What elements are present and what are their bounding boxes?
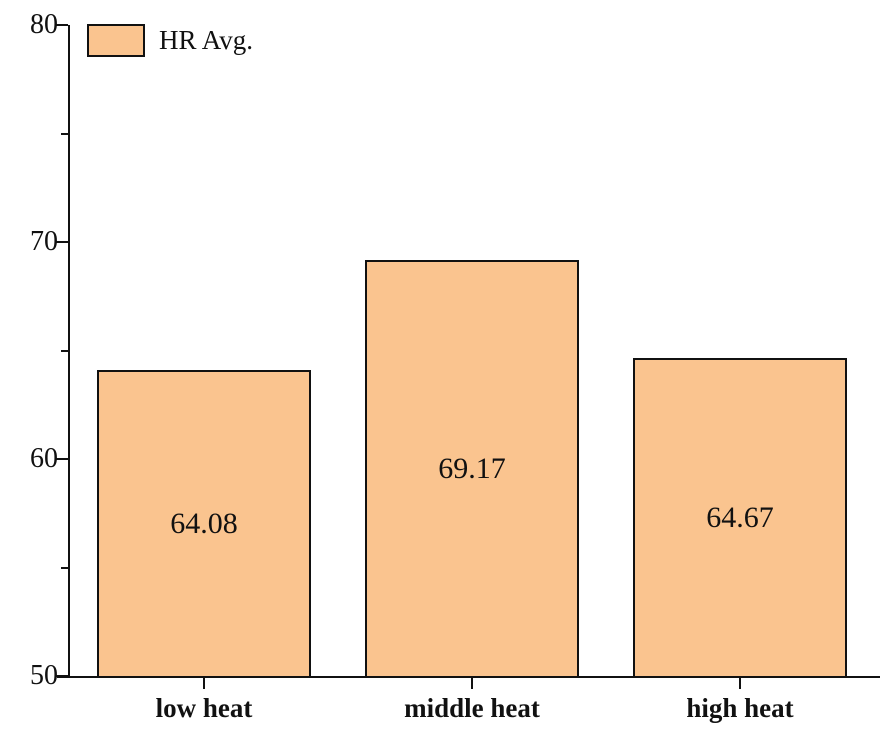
- x-category-label: low heat: [155, 693, 253, 723]
- bar-value-label: 64.08: [170, 507, 238, 541]
- y-tick-label: 60: [30, 443, 58, 474]
- x-axis-spine: [57, 676, 880, 678]
- x-tick: [739, 678, 741, 689]
- y-major-tick: [55, 675, 68, 677]
- y-minor-tick: [61, 566, 68, 569]
- x-tick: [203, 678, 205, 689]
- y-major-tick: [55, 241, 68, 243]
- x-category-label: middle heat: [404, 693, 540, 723]
- bar: 69.17: [365, 260, 579, 676]
- bar: 64.67: [633, 357, 847, 676]
- y-axis-spine: [68, 25, 70, 678]
- y-major-tick: [55, 458, 68, 460]
- y-tick-label: 50: [30, 660, 58, 691]
- legend-label: HR Avg.: [159, 25, 254, 55]
- y-minor-tick: [61, 132, 68, 135]
- y-tick-label: 80: [30, 9, 58, 40]
- x-tick: [471, 678, 473, 689]
- bar-value-label: 64.67: [706, 500, 774, 534]
- y-minor-tick: [61, 349, 68, 352]
- bar: 64.08: [97, 370, 311, 676]
- legend: HR Avg.: [87, 24, 253, 57]
- legend-swatch: [87, 24, 145, 57]
- x-category-label: high heat: [686, 693, 794, 723]
- bar-value-label: 69.17: [438, 451, 506, 485]
- y-tick-label: 70: [30, 226, 58, 257]
- y-major-tick: [55, 24, 68, 26]
